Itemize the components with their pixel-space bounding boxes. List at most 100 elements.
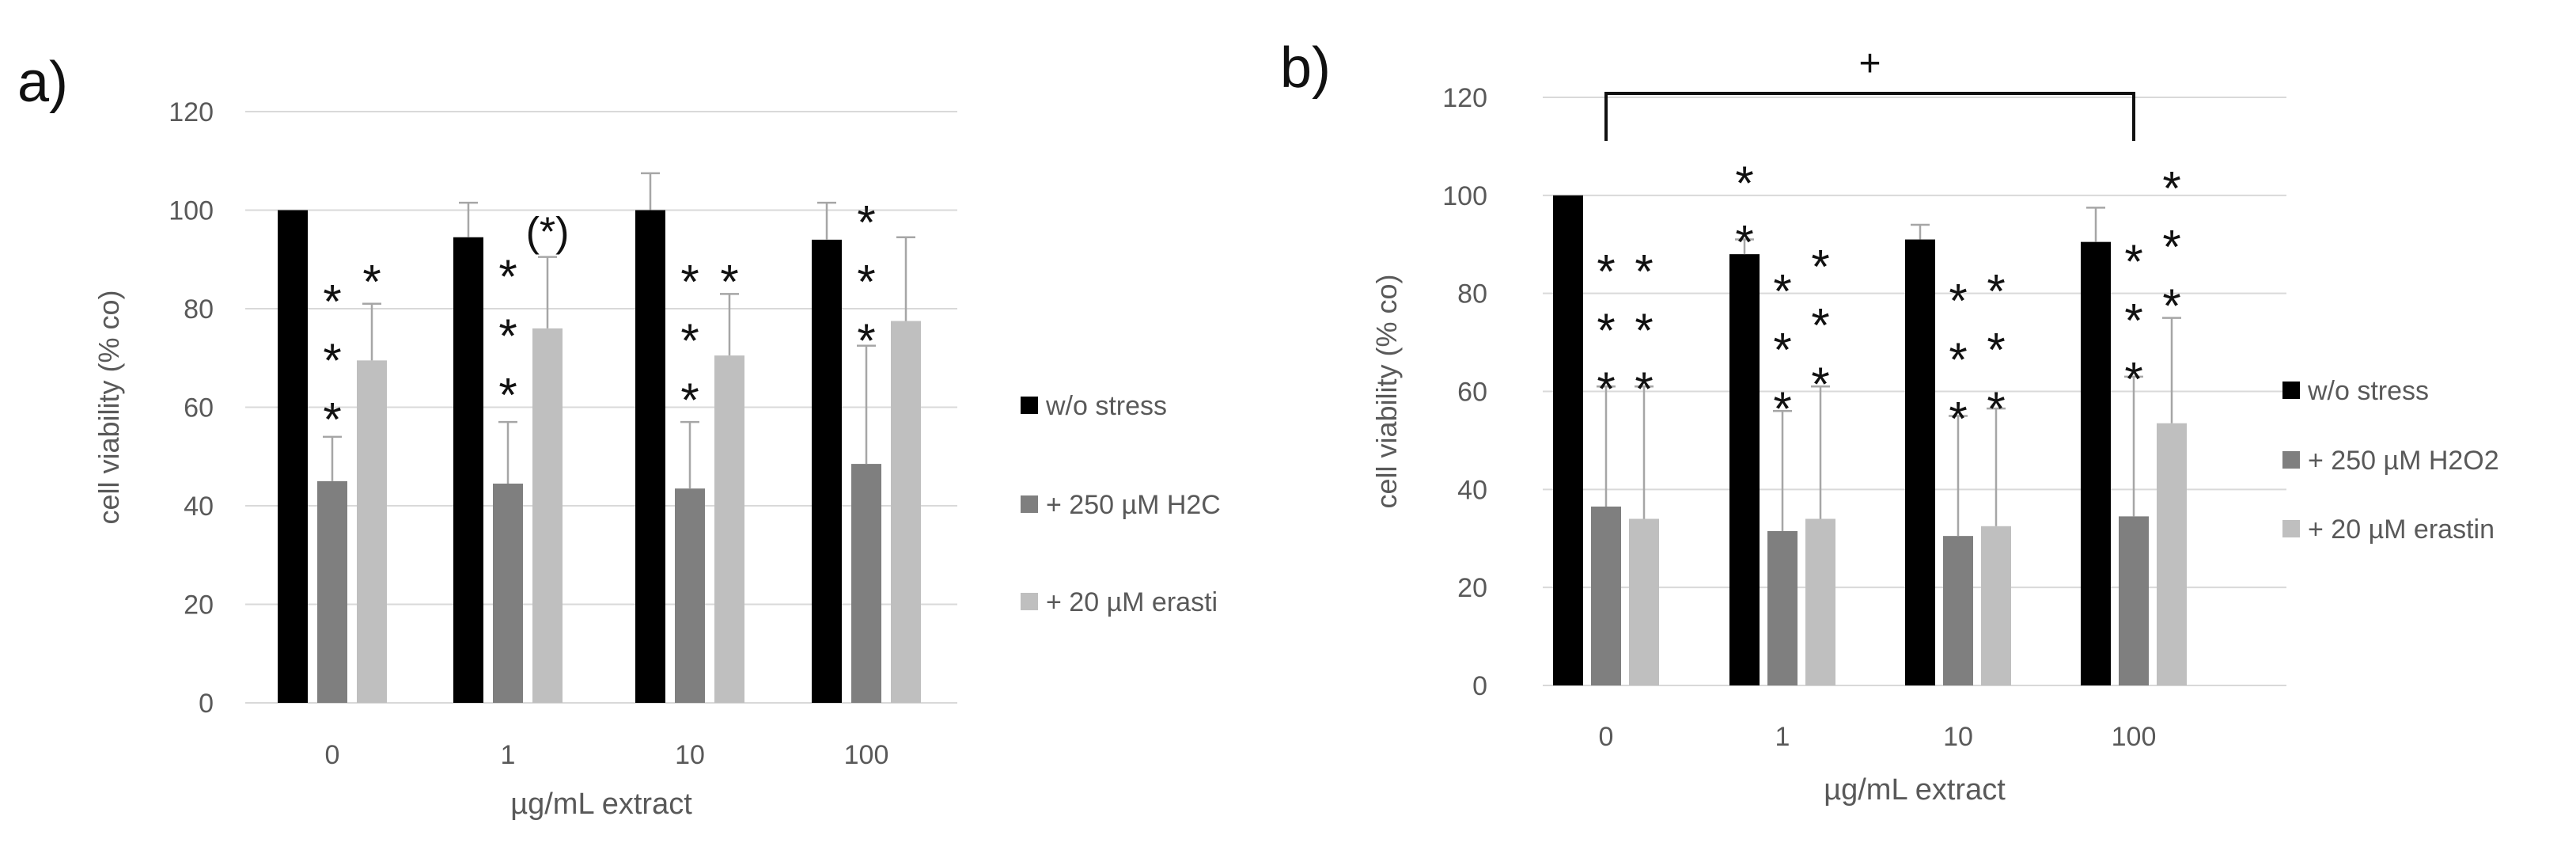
bar: [635, 210, 665, 703]
significance-marker: *: [1773, 382, 1791, 435]
x-tick-label: 1: [501, 740, 516, 770]
bar: [675, 488, 705, 703]
significance-marker: *: [2162, 279, 2180, 332]
x-axis-label: µg/mL extract: [1824, 773, 2006, 807]
significance-marker: *: [1597, 363, 1615, 416]
significance-marker: *: [1811, 299, 1829, 352]
legend-swatch: [2282, 520, 2300, 537]
bar: [851, 464, 881, 703]
significance-marker: *: [1987, 264, 2005, 317]
significance-marker: *: [1635, 304, 1653, 357]
significance-marker: *: [1597, 245, 1615, 298]
significance-marker: *: [2124, 353, 2142, 406]
x-tick-label: 10: [1943, 722, 1973, 752]
significance-marker: *: [323, 393, 341, 446]
significance-marker: *: [857, 255, 875, 308]
significance-marker: *: [1987, 382, 2005, 435]
x-tick-label: 100: [844, 740, 889, 770]
bar: [1629, 518, 1659, 685]
y-tick-label: 120: [1442, 83, 1487, 113]
y-tick-label: 100: [1442, 181, 1487, 211]
bar: [891, 321, 921, 703]
legend-swatch: [2282, 451, 2300, 469]
y-tick-label: 40: [184, 492, 214, 522]
significance-marker: *: [1811, 240, 1829, 293]
bar: [493, 483, 523, 703]
significance-marker: *: [1987, 324, 2005, 377]
significance-marker: *: [1635, 245, 1653, 298]
significance-marker: *: [2162, 221, 2180, 274]
y-tick-label: 100: [169, 196, 214, 226]
significance-marker: *: [2124, 235, 2142, 288]
bar: [1905, 239, 1935, 685]
legend-label: + 250 µM H2O2: [2308, 446, 2499, 476]
comparison-bracket: [1604, 92, 2135, 141]
significance-marker: *: [323, 334, 341, 387]
legend-swatch: [1021, 593, 1038, 610]
significance-marker: *: [498, 369, 517, 422]
y-tick-label: 80: [184, 294, 214, 325]
significance-marker: *: [498, 250, 517, 303]
bar: [1729, 254, 1760, 686]
y-tick-label: 40: [1457, 475, 1487, 505]
bar: [278, 210, 308, 703]
bar: [1767, 530, 1798, 685]
x-tick-label: 0: [1599, 722, 1614, 752]
x-tick-label: 10: [675, 740, 705, 770]
x-tick-label: 100: [2112, 722, 2157, 752]
bar: [2119, 516, 2149, 685]
significance-marker: *: [362, 255, 381, 308]
significance-marker: *: [1773, 264, 1791, 317]
significance-marker: *: [857, 196, 875, 249]
significance-marker: *: [1773, 324, 1791, 377]
y-tick-label: 60: [1457, 378, 1487, 408]
legend-swatch: [1021, 397, 1038, 414]
significance-marker: *: [1735, 157, 1753, 210]
bar: [317, 480, 347, 703]
significance-marker: *: [1597, 304, 1615, 357]
significance-marker: *: [1735, 215, 1753, 268]
y-tick-label: 20: [1457, 573, 1487, 603]
bar: [1553, 195, 1583, 686]
y-axis-label: cell viability (% co): [1370, 274, 1403, 508]
significance-marker: *: [857, 314, 875, 367]
x-axis-label: µg/mL extract: [510, 788, 692, 821]
y-tick-label: 0: [1472, 671, 1487, 701]
y-tick-label: 120: [169, 97, 214, 127]
bar: [2081, 241, 2111, 685]
panel-label: a): [17, 51, 68, 114]
significance-marker: *: [680, 374, 699, 427]
significance-marker: *: [1949, 333, 1967, 386]
y-tick-label: 0: [199, 689, 214, 719]
y-axis-label: cell viability (% co): [93, 290, 125, 524]
bar: [532, 328, 563, 703]
bar: [812, 239, 842, 704]
significance-marker: *: [2162, 161, 2180, 214]
bar: [1591, 507, 1621, 685]
y-tick-label: 80: [1457, 279, 1487, 309]
legend-label: + 20 µM erastin: [2308, 514, 2495, 545]
significance-marker: *: [1949, 392, 1967, 445]
panel-label: b): [1280, 36, 1331, 100]
bar: [1805, 518, 1835, 685]
legend-label: + 20 µM erasti: [1046, 587, 1218, 617]
bar: [357, 360, 387, 703]
significance-marker: (*): [526, 210, 570, 256]
y-tick-label: 60: [184, 393, 214, 423]
significance-marker: *: [720, 255, 738, 308]
significance-marker: *: [1635, 363, 1653, 416]
bar: [453, 237, 483, 703]
significance-marker: *: [680, 314, 699, 367]
x-tick-label: 0: [325, 740, 340, 770]
bar: [1981, 526, 2011, 685]
bar: [714, 355, 744, 703]
legend-label: w/o stress: [1045, 391, 1167, 421]
significance-marker: *: [1949, 275, 1967, 328]
significance-marker: *: [680, 255, 699, 308]
significance-marker: *: [323, 275, 341, 328]
x-tick-label: 1: [1775, 722, 1790, 752]
bar: [2157, 423, 2187, 685]
